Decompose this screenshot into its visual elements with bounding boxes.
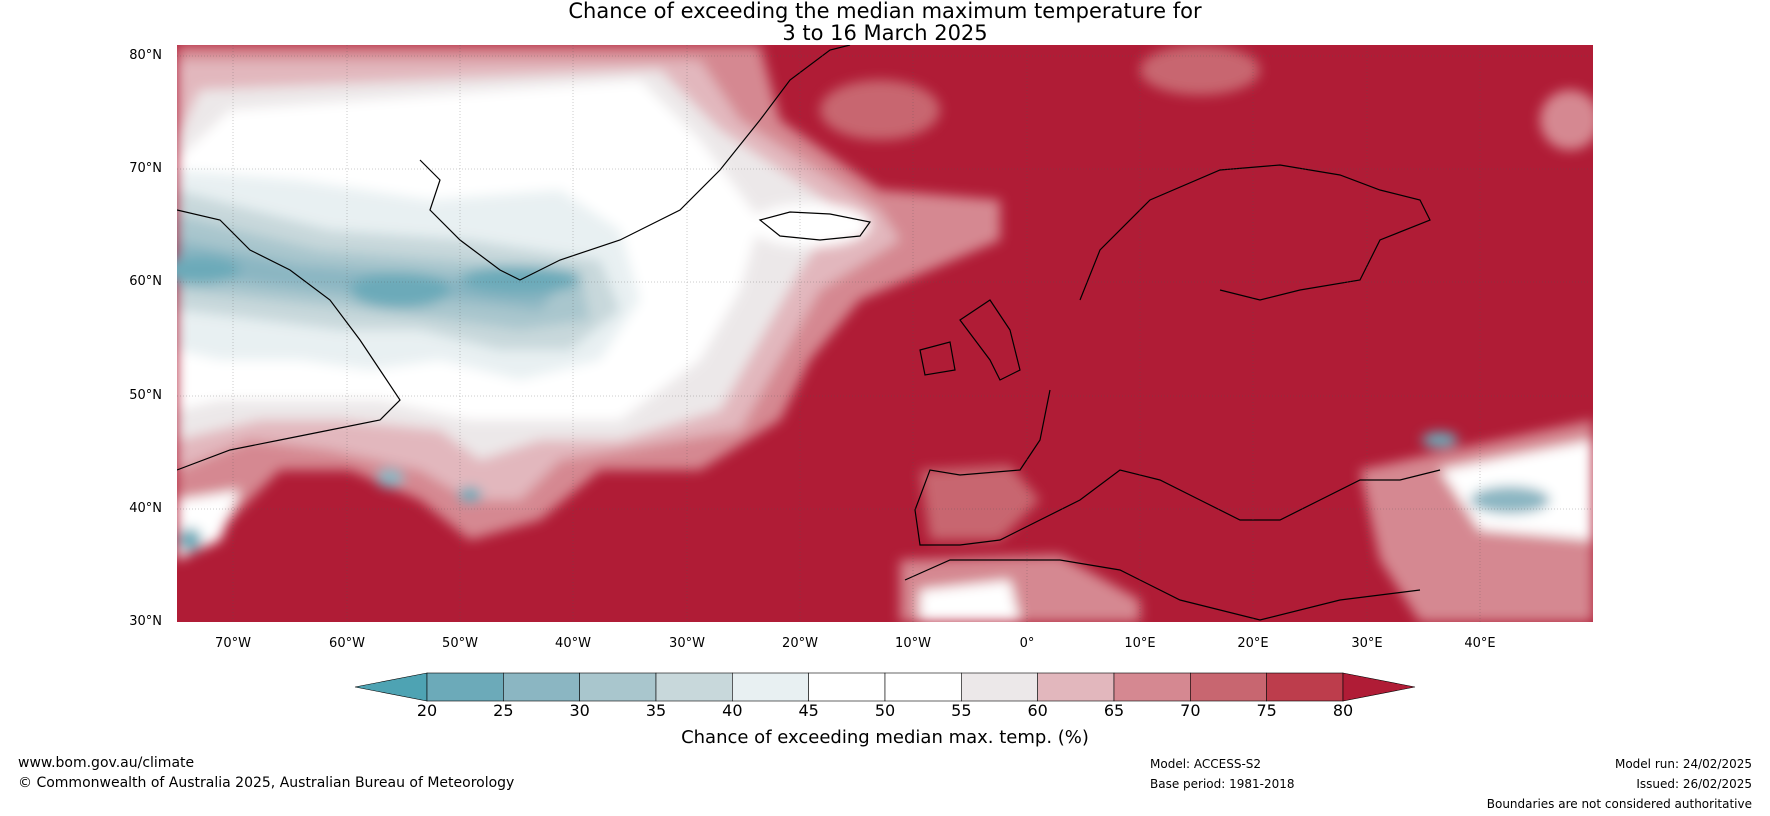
- lat-label-50n: 50°N: [129, 388, 162, 403]
- footer-model: Model: ACCESS-S2: [1150, 757, 1262, 771]
- arctic-patch-2: [1140, 45, 1260, 95]
- lon-label-30w: 30°W: [669, 636, 705, 651]
- colorbar-segment: [1113, 672, 1191, 702]
- lat-label-80n: 80°N: [129, 48, 162, 63]
- arctic-patch-1: [820, 80, 940, 140]
- colorbar-segment: [503, 672, 580, 702]
- colorbar-extend-low: [354, 672, 428, 702]
- atlantic-cool-spot-2: [458, 487, 482, 503]
- colorbar-label: Chance of exceeding median max. temp. (%…: [681, 727, 1089, 748]
- coastlines: [177, 45, 1441, 621]
- anomaly-field: [177, 45, 1593, 622]
- lon-label-60w: 60°W: [329, 636, 365, 651]
- lat-label-70n: 70°N: [129, 161, 162, 176]
- footer-disclaimer: Boundaries are not considered authoritat…: [1486, 797, 1752, 811]
- cold-core-labrador: [350, 272, 450, 308]
- lon-label-40w: 40°W: [555, 636, 591, 651]
- colorbar-tick-label: 60: [1027, 701, 1048, 720]
- colorbar-tick-label: 65: [1103, 701, 1125, 720]
- lon-label-70w: 70°W: [215, 636, 251, 651]
- us-cool-spot: [178, 528, 202, 552]
- lon-label-10w: 10°W: [895, 636, 931, 651]
- africa-coast: [904, 559, 1421, 621]
- colorbar-tick-label: 45: [798, 701, 819, 720]
- forecast-map: [177, 45, 1593, 622]
- colorbar-tick-label: 40: [722, 701, 743, 720]
- colorbar-extend-high: [1342, 672, 1416, 702]
- atlantic-cool-spot-1: [376, 468, 404, 488]
- footer-model-run: Model run: 24/02/2025: [1614, 757, 1752, 771]
- footer-copyright: © Commonwealth of Australia 2025, Austra…: [18, 775, 515, 791]
- lon-label-20w: 20°W: [782, 636, 818, 651]
- footer-base-period: Base period: 1981-2018: [1150, 777, 1295, 791]
- colorbar-segment: [808, 672, 886, 702]
- map-title-line2: 3 to 16 March 2025: [782, 21, 988, 45]
- lon-label-10e: 10°E: [1124, 636, 1156, 651]
- colorbar-segment: [426, 672, 504, 702]
- graticule: [177, 45, 1593, 622]
- contour-25-30: [177, 240, 560, 310]
- lon-label-0: 0°: [1019, 636, 1035, 651]
- uk-coast: [959, 299, 1021, 381]
- labrador-coast: [177, 209, 401, 471]
- arctic-patch-3: [1540, 90, 1593, 150]
- colorbar-segments: [354, 672, 1416, 702]
- lon-label-30e: 30°E: [1351, 636, 1383, 651]
- caucasus-cool: [1470, 486, 1550, 514]
- black-sea-cool: [1422, 432, 1458, 448]
- colorbar-segment: [1037, 672, 1115, 702]
- colorbar-segment: [961, 672, 1038, 702]
- ireland-coast: [919, 341, 956, 376]
- lon-label-20e: 20°E: [1237, 636, 1269, 651]
- map-title-line1: Chance of exceeding the median maximum t…: [568, 0, 1202, 23]
- footer-issued: Issued: 26/02/2025: [1636, 777, 1752, 791]
- colorbar-segment: [732, 672, 809, 702]
- colorbar-tick-label: 30: [569, 701, 590, 720]
- footer-website: www.bom.gov.au/climate: [18, 755, 195, 771]
- colorbar-tick-label: 70: [1180, 701, 1201, 720]
- cold-core-west: [177, 256, 240, 284]
- colorbar-tick-label: 20: [416, 701, 438, 720]
- colorbar-segment: [884, 672, 962, 702]
- colorbar: [354, 672, 1416, 702]
- iberia-patch: [920, 465, 1040, 540]
- colorbar-segment: [1266, 672, 1344, 702]
- greenland-coast: [419, 45, 851, 281]
- lon-label-40e: 40°E: [1464, 636, 1496, 651]
- lon-label-50w: 50°W: [442, 636, 478, 651]
- north-africa-patch-2: [920, 580, 1020, 622]
- colorbar-segment: [655, 672, 733, 702]
- colorbar-tick-label: 55: [951, 701, 972, 720]
- europe-coast: [914, 389, 1441, 546]
- colorbar-tick-label: 80: [1332, 701, 1354, 720]
- colorbar-segment: [579, 672, 657, 702]
- colorbar-tick-label: 75: [1256, 701, 1277, 720]
- scandinavia-coast: [1079, 164, 1431, 301]
- lat-label-30n: 30°N: [129, 614, 162, 629]
- lat-label-40n: 40°N: [129, 501, 162, 516]
- colorbar-tick-label: 35: [645, 701, 667, 720]
- iceland-coast: [758, 211, 872, 241]
- colorbar-segment: [1190, 672, 1267, 702]
- colorbar-tick-label: 25: [493, 701, 514, 720]
- lat-label-60n: 60°N: [129, 274, 162, 289]
- colorbar-tick-label: 50: [874, 701, 896, 720]
